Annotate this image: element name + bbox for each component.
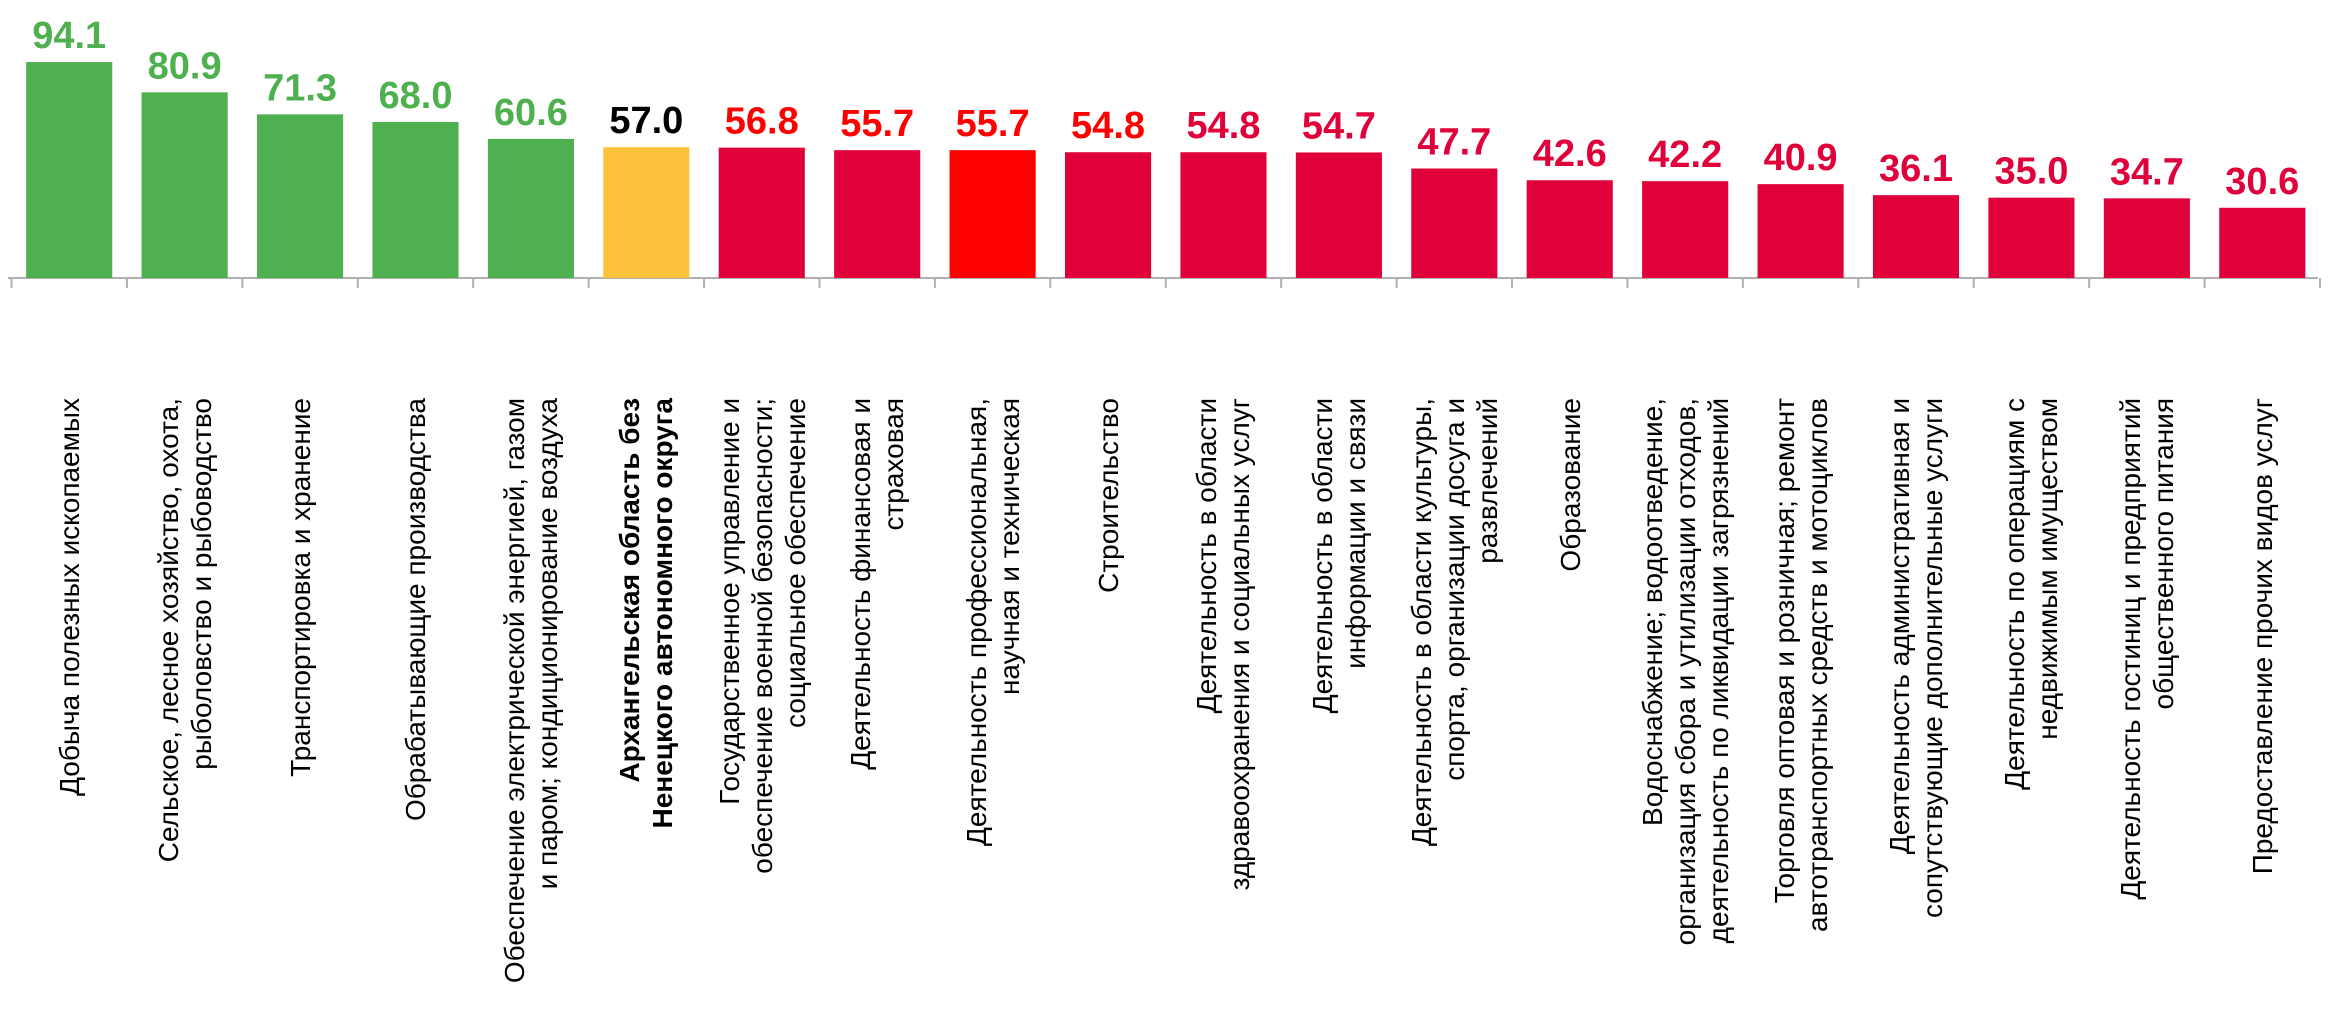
x-tick-label: Строительство <box>1053 398 1163 1022</box>
value-label: 30.6 <box>2225 161 2299 203</box>
bar <box>1527 180 1613 278</box>
value-label: 94.1 <box>32 15 106 57</box>
value-label: 42.6 <box>1533 133 1607 175</box>
value-label: 35.0 <box>1994 151 2068 193</box>
bar <box>1411 169 1497 278</box>
value-label: 34.7 <box>2110 151 2184 193</box>
value-label: 71.3 <box>263 67 337 109</box>
chart: 94.1 80.9 71.3 68.0 60.6 57.0 56.8 55.7 55.7 54.8… <box>0 0 2328 1022</box>
value-label: 80.9 <box>148 45 222 87</box>
x-tick-label: Сельское, лесное хозяйство, охота, рыбол… <box>130 398 240 1022</box>
x-tick-label: Деятельность финансовая и страховая <box>822 398 932 1022</box>
x-tick-label: Деятельность гостиниц и предприятий обще… <box>2092 398 2202 1022</box>
x-tick-label: Деятельность в области информации и связ… <box>1284 398 1394 1022</box>
x-tick-label: Обеспечение электрической энергией, газо… <box>476 398 586 1022</box>
x-tick-label: Архангельская область без Ненецкого авто… <box>591 398 701 1022</box>
x-tick-label: Торговля оптовая и розничная; ремонт авт… <box>1746 398 1856 1022</box>
bar <box>257 114 343 278</box>
x-tick-label: Деятельность в области культуры, спорта,… <box>1399 398 1509 1022</box>
bar <box>26 62 112 278</box>
bar <box>603 147 689 278</box>
x-tick-label: Обрабатывающие производства <box>360 398 470 1022</box>
bar <box>1642 181 1728 278</box>
value-label: 36.1 <box>1879 148 1953 190</box>
value-label: 55.7 <box>956 103 1030 145</box>
x-tick-label: Добыча полезных ископаемых <box>14 398 124 1022</box>
x-tick-label: Транспортировка и хранение <box>245 398 355 1022</box>
x-tick-label: Водоснабжение; водоотведение, организаци… <box>1630 398 1740 1022</box>
bar <box>1988 198 2074 278</box>
bar <box>1180 152 1266 278</box>
bar <box>2104 198 2190 278</box>
bar <box>1758 184 1844 278</box>
value-label: 42.2 <box>1648 134 1722 176</box>
bar <box>950 150 1036 278</box>
bar <box>834 150 920 278</box>
x-tick-label: Деятельность в области здравоохранения и… <box>1168 398 1278 1022</box>
value-label: 68.0 <box>379 75 453 117</box>
value-label: 40.9 <box>1764 137 1838 179</box>
value-label: 54.8 <box>1071 105 1145 147</box>
x-tick-label: Образование <box>1515 398 1625 1022</box>
value-label: 47.7 <box>1417 122 1491 164</box>
bar <box>1296 152 1382 278</box>
bar <box>488 139 574 278</box>
x-tick-label: Деятельность по операциям с недвижимым и… <box>1976 398 2086 1022</box>
x-tick-label: Государственное управление и обеспечение… <box>707 398 817 1022</box>
bar <box>1873 195 1959 278</box>
x-tick-label: Деятельность административная и сопутств… <box>1861 398 1971 1022</box>
value-label: 55.7 <box>840 103 914 145</box>
x-tick-label: Предоставление прочих видов услуг <box>2207 398 2317 1022</box>
bar <box>372 122 458 278</box>
bar <box>142 92 228 278</box>
x-tick-label: Деятельность профессиональная, научная и… <box>938 398 1048 1022</box>
value-label: 60.6 <box>494 92 568 134</box>
value-label: 54.8 <box>1186 105 1260 147</box>
bar <box>1065 152 1151 278</box>
bar <box>2219 208 2305 278</box>
bar <box>719 148 805 278</box>
value-label: 56.8 <box>725 101 799 143</box>
value-label: 54.7 <box>1302 105 1376 147</box>
value-label: 57.0 <box>609 100 683 142</box>
